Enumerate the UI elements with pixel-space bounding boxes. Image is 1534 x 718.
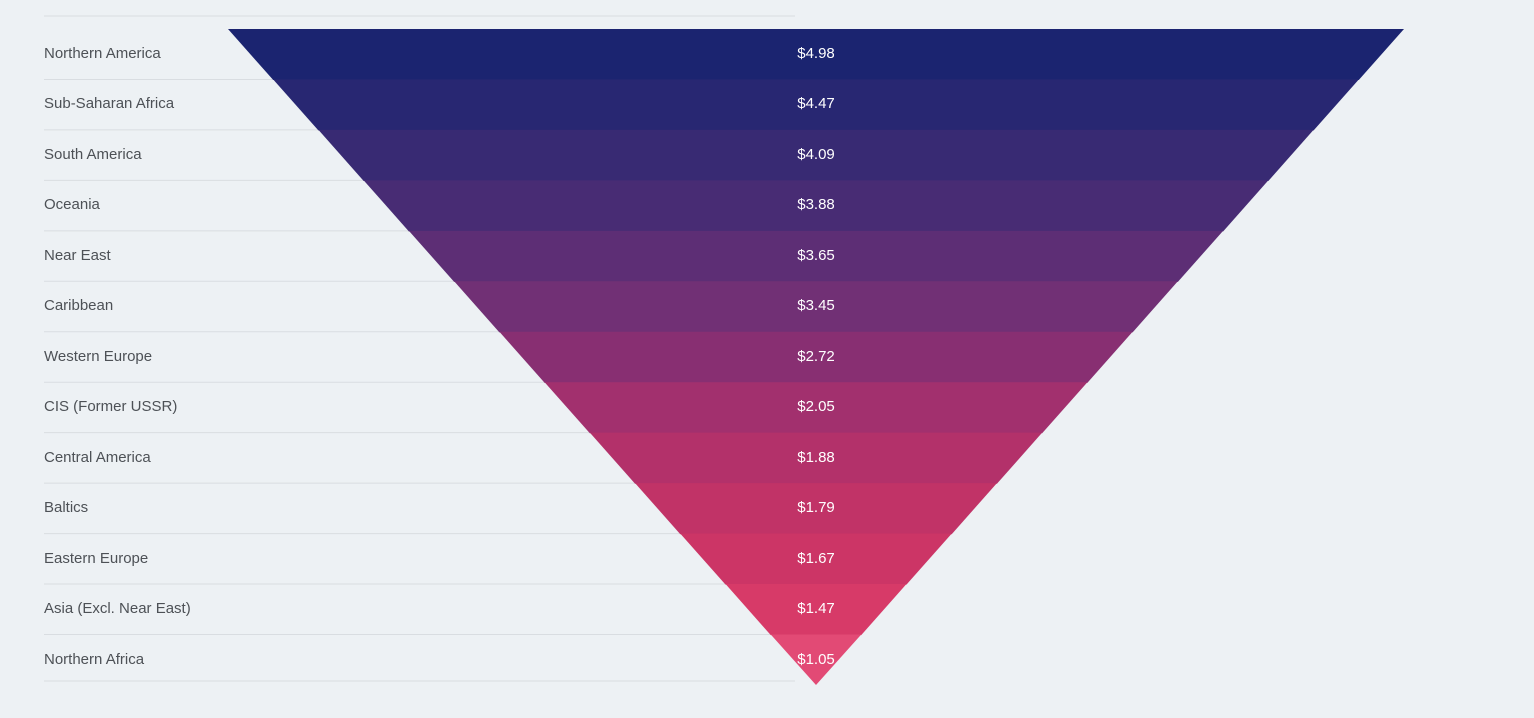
funnel-band[interactable] <box>363 180 1269 232</box>
funnel-band[interactable] <box>544 382 1088 434</box>
funnel-band[interactable] <box>589 432 1043 484</box>
category-label: Northern America <box>44 45 161 62</box>
funnel-band[interactable] <box>454 281 1178 333</box>
category-label: Sub-Saharan Africa <box>44 95 175 113</box>
category-label: Oceania <box>44 196 100 214</box>
funnel-band[interactable] <box>725 584 907 636</box>
funnel-band[interactable] <box>408 230 1224 282</box>
value-label: $4.47 <box>797 95 835 113</box>
value-label: $3.45 <box>797 297 835 315</box>
value-label: $1.05 <box>797 650 835 668</box>
category-label: Northern Africa <box>44 650 145 668</box>
value-label: $1.47 <box>797 600 835 618</box>
value-label: $1.88 <box>797 448 835 466</box>
value-label: $1.79 <box>797 499 835 517</box>
value-label: $2.05 <box>797 398 835 416</box>
value-label: $2.72 <box>797 347 835 365</box>
category-label: Baltics <box>44 499 89 517</box>
funnel-band[interactable] <box>499 331 1133 383</box>
funnel-band[interactable] <box>273 79 1359 131</box>
category-label: CIS (Former USSR) <box>44 398 178 416</box>
funnel-band[interactable] <box>770 634 862 685</box>
category-label: Eastern Europe <box>44 549 149 567</box>
category-label: Caribbean <box>44 297 114 315</box>
category-label: Near East <box>44 246 111 264</box>
category-label: South America <box>44 145 142 163</box>
funnel-band[interactable] <box>635 483 997 535</box>
value-label: $1.67 <box>797 549 835 567</box>
category-label: Asia (Excl. Near East) <box>44 600 191 618</box>
value-label: $4.09 <box>797 145 835 163</box>
funnel-band[interactable] <box>228 29 1404 81</box>
funnel-band[interactable] <box>680 533 952 585</box>
value-label: $3.65 <box>797 246 835 264</box>
category-label: Western Europe <box>44 347 153 365</box>
value-label: $3.88 <box>797 196 835 214</box>
funnel-band[interactable] <box>318 129 1314 181</box>
value-label: $4.98 <box>797 45 835 62</box>
category-label: Central America <box>44 448 151 466</box>
